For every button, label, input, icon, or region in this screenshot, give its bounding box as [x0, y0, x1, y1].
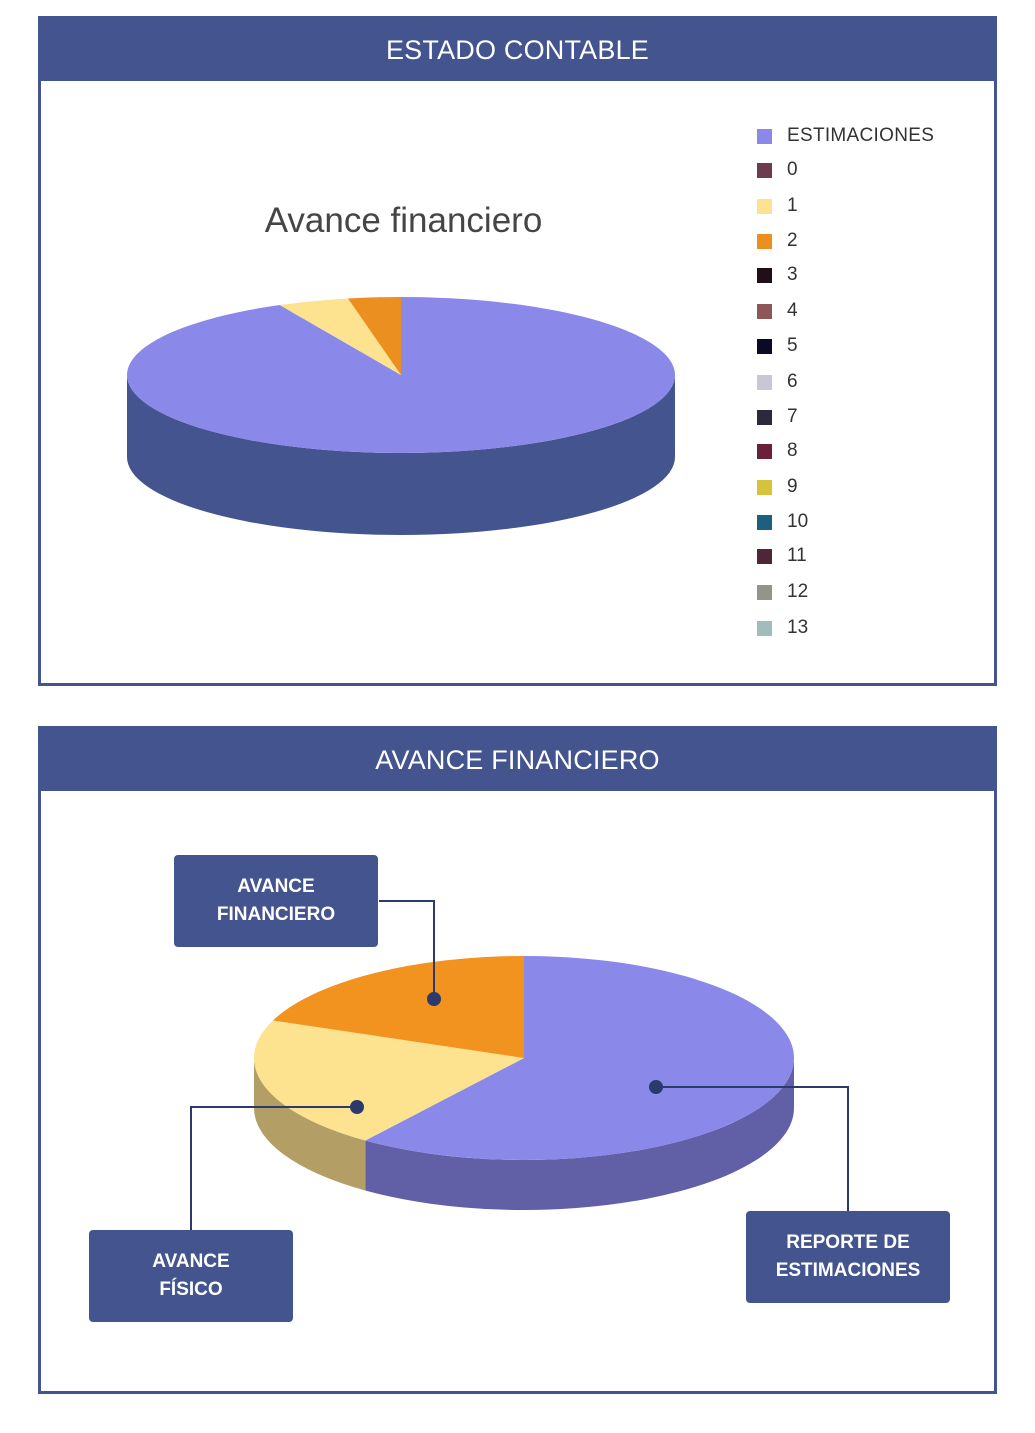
- callout-reporte-estimaciones: REPORTE DE ESTIMACIONES: [746, 1211, 950, 1303]
- legend-label: ESTIMACIONES: [787, 125, 935, 146]
- callout-avance-financiero: AVANCE FINANCIERO: [174, 855, 378, 947]
- legend-label: 2: [787, 230, 798, 251]
- legend-item-7: 7: [757, 405, 798, 429]
- legend-label: 7: [787, 406, 798, 427]
- estado-contable-header: ESTADO CONTABLE: [41, 19, 994, 81]
- legend-label: 9: [787, 476, 798, 497]
- legend-item-4: 4: [757, 299, 798, 323]
- legend-swatch: [757, 374, 772, 390]
- legend-swatch: [757, 443, 772, 459]
- legend-swatch: [757, 514, 772, 530]
- connector-avance-financiero: [379, 900, 435, 999]
- pie2-slice-reporte-estimaciones: [365, 956, 794, 1160]
- pie2-side-reporte-estimaciones: [365, 1058, 794, 1210]
- legend-label: 6: [787, 371, 798, 392]
- pie1-slice-cat-2: [347, 297, 401, 375]
- legend-item-1: 1: [757, 194, 798, 218]
- connector-reporte-estimaciones: [656, 1086, 849, 1211]
- legend-item-2: 2: [757, 229, 798, 253]
- pie2-slice-avance-fisico: [253, 1020, 524, 1141]
- legend-swatch: [757, 338, 772, 354]
- legend-item-10: 10: [757, 510, 808, 534]
- legend-label: 12: [787, 581, 809, 602]
- connector-avance-fisico: [190, 1106, 357, 1230]
- legend-label: 5: [787, 335, 798, 356]
- legend-label: 10: [787, 511, 809, 532]
- legend-swatch: [757, 162, 772, 178]
- connector-avance-fisico-dot: [350, 1100, 364, 1114]
- callout-avance-fisico: AVANCE FÍSICO: [89, 1230, 293, 1322]
- estado-contable-panel: ESTADO CONTABLE Avance financiero ESTIMA…: [38, 16, 997, 686]
- legend-label: 4: [787, 300, 798, 321]
- legend-item-0: 0: [757, 158, 798, 182]
- legend-item-8: 8: [757, 439, 798, 463]
- legend-label: 1: [787, 195, 798, 216]
- legend-swatch: [757, 267, 772, 283]
- legend-swatch: [757, 198, 772, 214]
- legend-label: 13: [787, 617, 809, 638]
- legend-swatch: [757, 584, 772, 600]
- legend-swatch: [757, 620, 772, 636]
- pie2-side-avance-fisico: [254, 1058, 366, 1191]
- legend-item-13: 13: [757, 616, 808, 640]
- legend-swatch: [757, 128, 772, 144]
- legend-item-12: 12: [757, 580, 808, 604]
- pie2-slice-avance-financiero: [272, 956, 524, 1058]
- legend-swatch: [757, 409, 772, 425]
- legend-item-11: 11: [757, 544, 807, 568]
- legend-label: 11: [787, 545, 807, 566]
- connector-avance-financiero-dot: [427, 992, 441, 1006]
- legend-label: 3: [787, 264, 798, 285]
- legend-item-6: 6: [757, 370, 798, 394]
- legend-item-9: 9: [757, 475, 798, 499]
- legend-item-5: 5: [757, 334, 798, 358]
- avance-financiero-header: AVANCE FINANCIERO: [41, 729, 994, 791]
- pie1-side-cat-0: [127, 375, 675, 535]
- legend-swatch: [757, 548, 772, 564]
- avance-financiero-pie-chart: [126, 297, 675, 535]
- legend-label: 0: [787, 159, 798, 180]
- legend-swatch: [757, 233, 772, 249]
- legend-swatch: [757, 479, 772, 495]
- legend-label: 8: [787, 440, 798, 461]
- legend-item-estimaciones: ESTIMACIONES: [757, 124, 934, 148]
- avance-breakdown-pie-chart: [190, 900, 849, 1230]
- pie1-slice-cat-1: [279, 298, 401, 375]
- avance-financiero-panel: AVANCE FINANCIERO AVANCE FINANCIERO AVAN…: [38, 726, 997, 1394]
- legend-item-3: 3: [757, 263, 798, 287]
- legend-swatch: [757, 303, 772, 319]
- connector-reporte-estimaciones-dot: [649, 1080, 663, 1094]
- chart-title: Avance financiero: [264, 201, 543, 240]
